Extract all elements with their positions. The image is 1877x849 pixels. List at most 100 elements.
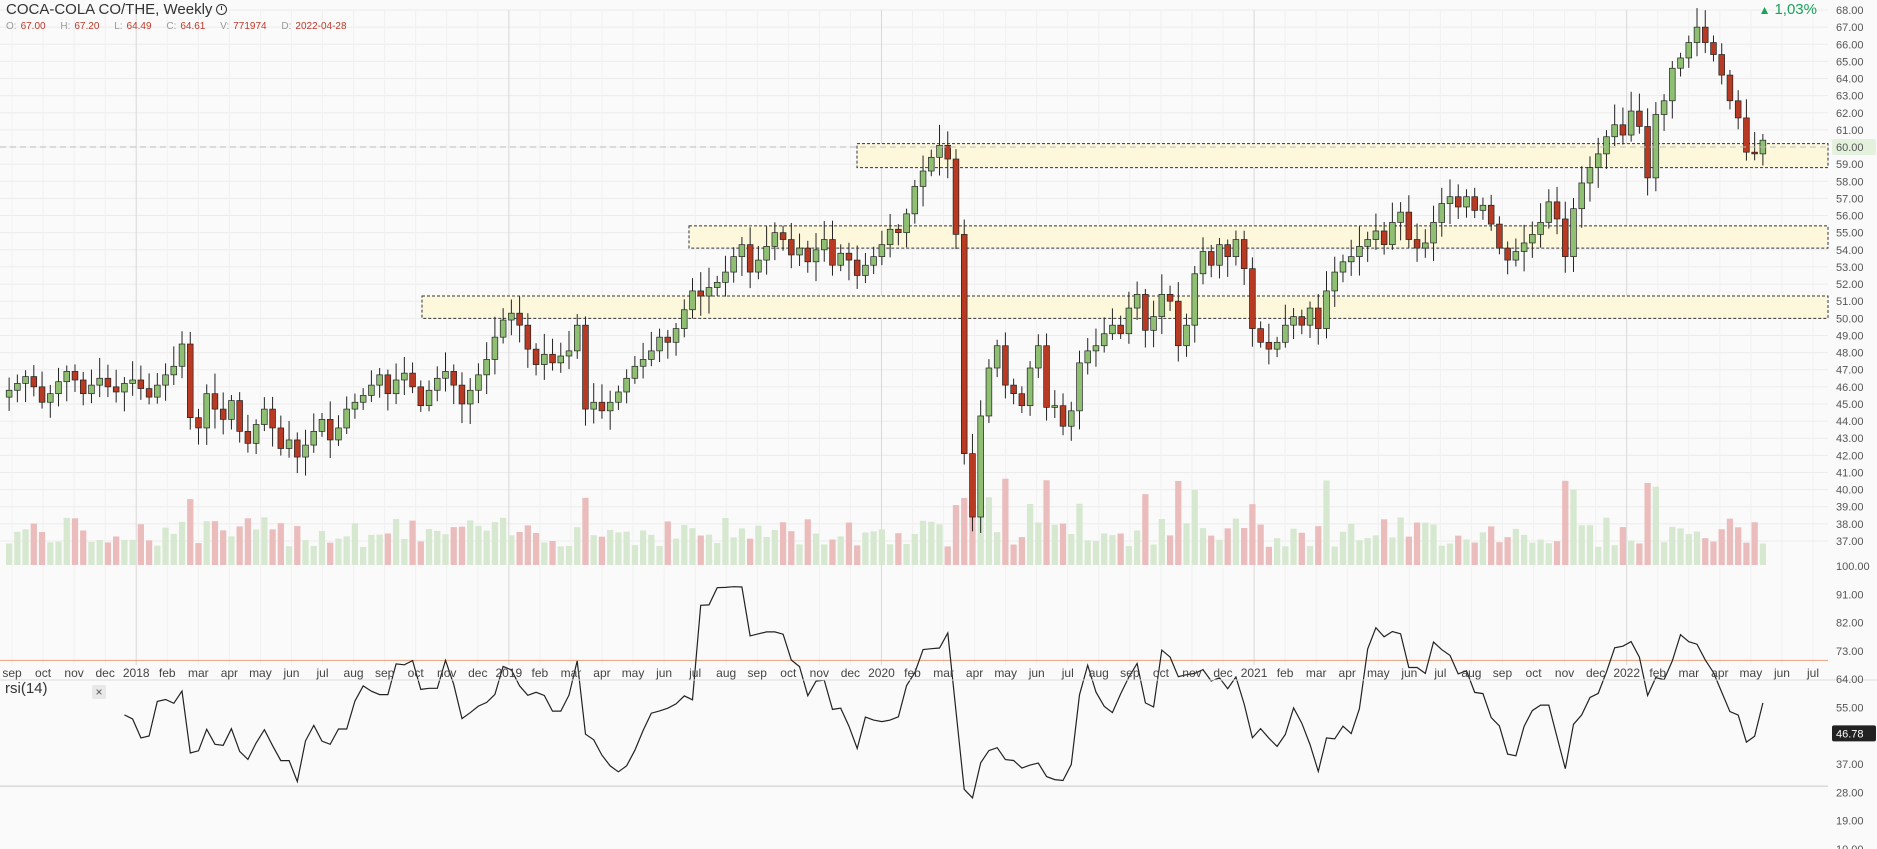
volume-bar xyxy=(1010,544,1017,565)
candle-up xyxy=(812,249,820,263)
ohlc-open-value: 67.00 xyxy=(20,21,46,32)
candle-down xyxy=(788,239,795,256)
volume-bar xyxy=(1512,528,1520,565)
volume-bar xyxy=(796,544,803,565)
candle-down xyxy=(1117,324,1124,335)
candle-down xyxy=(1380,230,1388,246)
volume-bar xyxy=(1397,517,1404,565)
volume-bar xyxy=(1405,536,1412,565)
candle-up xyxy=(541,353,548,365)
rsi-tick-label: 55.00 xyxy=(1836,703,1864,715)
candle-up xyxy=(1347,256,1355,263)
x-tick-label: nov xyxy=(64,666,83,680)
y-tick-label: 50.00 xyxy=(1836,313,1864,325)
candle-down xyxy=(244,431,252,444)
x-tick-label: sep xyxy=(1493,666,1513,680)
candle-up xyxy=(590,401,597,410)
candle-up xyxy=(475,374,482,391)
volume-bar xyxy=(714,542,721,565)
volume-bar xyxy=(623,531,630,565)
volume-bar xyxy=(1150,544,1157,565)
clock-icon[interactable] xyxy=(216,4,228,15)
volume-bar xyxy=(648,534,655,565)
volume-bar xyxy=(1636,543,1643,565)
volume-bar xyxy=(252,529,260,565)
candle-up xyxy=(1520,242,1528,252)
candle-up xyxy=(401,372,408,381)
candle-down xyxy=(952,158,960,235)
volume-bar xyxy=(1529,542,1536,565)
x-tick-label: apr xyxy=(1339,666,1356,680)
volume-bar xyxy=(1553,541,1561,565)
candle-down xyxy=(1553,201,1561,220)
candle-down xyxy=(829,239,836,266)
x-tick-label: may xyxy=(622,666,645,680)
candle-down xyxy=(269,408,276,429)
x-tick-label: sep xyxy=(1120,666,1140,680)
candle-up xyxy=(1273,341,1281,350)
rsi-tick-label: 10.00 xyxy=(1836,844,1864,849)
y-tick-label: 56.00 xyxy=(1836,211,1864,223)
candle-up xyxy=(1479,204,1487,211)
candle-down xyxy=(944,144,951,160)
volume-bar xyxy=(1611,545,1618,565)
candle-up xyxy=(1216,244,1223,266)
volume-bar xyxy=(71,518,79,565)
x-tick-label: oct xyxy=(1526,666,1543,680)
candle-up xyxy=(1545,201,1553,223)
volume-bar xyxy=(30,523,37,565)
candle-up xyxy=(1364,239,1371,247)
candle-up xyxy=(1026,367,1034,407)
rsi-tick-label: 37.00 xyxy=(1836,759,1864,771)
volume-bar xyxy=(672,538,680,565)
volume-bar xyxy=(1562,480,1569,565)
candle-down xyxy=(1751,151,1758,155)
x-tick-label: dec xyxy=(468,666,487,680)
candle-up xyxy=(1669,67,1676,102)
volume-bar xyxy=(779,522,787,565)
volume-bar xyxy=(1422,522,1429,565)
ohlc-high-value: 67.20 xyxy=(74,21,100,32)
volume-bar xyxy=(14,531,21,565)
volume-bar xyxy=(1068,534,1075,565)
x-tick-label: oct xyxy=(1153,666,1170,680)
volume-bar xyxy=(1076,503,1083,565)
volume-bar xyxy=(936,524,943,565)
candle-up xyxy=(722,271,729,283)
candle-up xyxy=(425,389,433,407)
candle-up xyxy=(5,389,13,398)
candle-up xyxy=(1133,293,1141,309)
volume-bar xyxy=(1545,543,1552,565)
candlestick-series[interactable] xyxy=(5,8,1767,534)
y-tick-label: 45.00 xyxy=(1836,399,1864,411)
x-tick-label: may xyxy=(1367,666,1390,680)
candle-up xyxy=(639,359,647,367)
volume-bar xyxy=(236,526,243,565)
x-tick-label: sep xyxy=(748,666,768,680)
close-indicator-button[interactable]: × xyxy=(92,685,106,699)
y-tick-label: 66.00 xyxy=(1836,39,1864,51)
rsi-panel[interactable] xyxy=(0,586,1828,800)
candle-down xyxy=(582,324,589,410)
volume-bar xyxy=(870,531,877,565)
volume-bar xyxy=(598,536,606,565)
volume-bar xyxy=(549,540,556,565)
volume-bar xyxy=(401,538,408,565)
candle-up xyxy=(483,359,490,376)
volume-bar xyxy=(969,502,976,565)
y-tick-label: 55.00 xyxy=(1836,228,1864,240)
volume-bar xyxy=(458,526,466,565)
candle-up xyxy=(47,393,54,403)
x-tick-label: jun xyxy=(1400,666,1417,680)
volume-bar xyxy=(450,527,457,565)
volume-bar xyxy=(755,525,762,565)
rsi-tick-label: 100.00 xyxy=(1836,561,1870,573)
volume-bar xyxy=(1710,541,1717,565)
volume-bar xyxy=(565,545,573,565)
x-tick-label: 2018 xyxy=(123,666,150,680)
volume-bar xyxy=(195,543,202,565)
candle-down xyxy=(1059,405,1067,427)
y-tick-label: 54.00 xyxy=(1836,245,1864,257)
volume-bar xyxy=(1166,535,1174,565)
